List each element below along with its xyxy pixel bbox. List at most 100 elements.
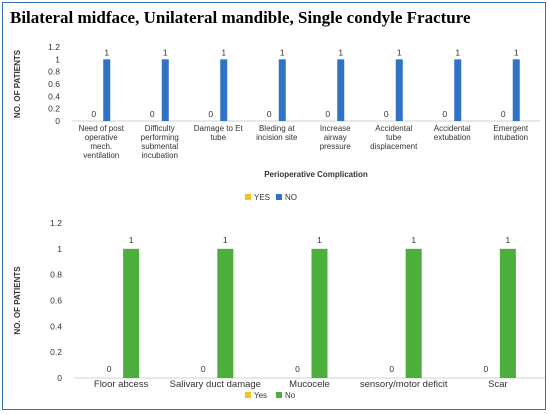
c1-bar-no xyxy=(405,248,422,378)
c1-legend-label-no: No xyxy=(285,391,296,400)
category-label-line: incision site xyxy=(256,133,298,142)
category-label-line: extubation xyxy=(434,133,471,142)
c0-category-label: Increase airway pressure xyxy=(320,124,352,151)
c1-data-label-no: 1 xyxy=(129,235,134,245)
c0-category-label: Bleding at incision site xyxy=(256,124,298,142)
c1-data-label-yes: 0 xyxy=(107,364,112,374)
c0-category-label: Damage to Et tube xyxy=(194,124,244,142)
category-label-line: Difficulty xyxy=(145,124,175,133)
c1-data-label-yes: 0 xyxy=(201,364,206,374)
category-label-line: Damage to Et xyxy=(194,124,244,133)
c1-data-label-no: 1 xyxy=(411,235,416,245)
c1-legend-label-yes: Yes xyxy=(254,391,267,400)
category-label-line: performing xyxy=(141,133,179,142)
category-label-line: Emergent xyxy=(493,124,528,133)
category-label-line: Scar xyxy=(488,379,508,390)
c1-legend-swatch-no xyxy=(276,392,282,398)
category-label-line: sensory/motor deficit xyxy=(360,379,448,390)
c0-ytick-label: 0 xyxy=(55,116,60,126)
category-label-line: displacement xyxy=(370,142,418,151)
c1-ytick-label: 0 xyxy=(57,373,62,383)
c0-bar-no xyxy=(337,59,345,121)
category-label-line: Salivary duct damage xyxy=(170,379,261,390)
c1-data-label-no: 1 xyxy=(317,235,322,245)
c0-data-label-no: 1 xyxy=(221,47,226,57)
c0-legend-label-no: NO xyxy=(285,193,297,202)
category-label-line: mech. xyxy=(90,142,112,151)
c1-category-label: Salivary duct damage xyxy=(170,379,261,390)
c0-bar-no xyxy=(103,59,111,121)
c1-bar-no xyxy=(499,248,516,378)
c1-category-label: Scar xyxy=(488,379,508,390)
c0-data-label-yes: 0 xyxy=(91,109,96,119)
c0-data-label-yes: 0 xyxy=(442,109,447,119)
c1-bar-no xyxy=(217,248,234,378)
c0-ytick-label: 1 xyxy=(55,54,60,64)
figure-title: Bilateral midface, Unilateral mandible, … xyxy=(10,8,471,27)
c0-data-label-yes: 0 xyxy=(208,109,213,119)
c0-category-label: Accidental tube displacement xyxy=(370,124,418,151)
c0-data-label-no: 1 xyxy=(397,47,402,57)
c0-bar-no xyxy=(161,59,169,121)
c0-category-label: Accidental extubation xyxy=(434,124,471,142)
c0-ytick-label: 0.2 xyxy=(48,104,60,114)
c0-data-label-yes: 0 xyxy=(384,109,389,119)
c0-ytick-label: 0.6 xyxy=(48,79,60,89)
c0-data-label-yes: 0 xyxy=(325,109,330,119)
c1-ytick-label: 0.6 xyxy=(50,296,62,306)
category-label-line: tube xyxy=(210,133,226,142)
c0-y-axis-label: NO. OF PATIENTS xyxy=(13,49,22,118)
category-label-line: submental xyxy=(141,142,178,151)
c0-ytick-label: 0.4 xyxy=(48,91,60,101)
c0-legend-swatch-yes xyxy=(245,194,251,200)
c0-category-label: Need of post operative mech. ventilation xyxy=(79,124,125,160)
c0-data-label-no: 1 xyxy=(163,47,168,57)
c0-ytick-label: 1.2 xyxy=(48,42,60,52)
c0-x-axis-label: Perioperative Complication xyxy=(264,170,368,179)
category-label-line: intubation xyxy=(493,133,528,142)
c0-data-label-no: 1 xyxy=(514,47,519,57)
c1-category-label: sensory/motor deficit xyxy=(360,379,448,390)
c0-legend-swatch-no xyxy=(276,194,282,200)
c1-bar-no xyxy=(123,248,140,378)
category-label-line: Increase xyxy=(320,124,351,133)
c1-category-label: Mucocele xyxy=(289,379,330,390)
category-label-line: ventilation xyxy=(83,151,119,160)
category-label-line: Need of post xyxy=(79,124,125,133)
c0-ytick-label: 0.8 xyxy=(48,67,60,77)
c1-data-label-no: 1 xyxy=(506,235,511,245)
c1-y-axis-label: NO. OF PATIENTS xyxy=(13,266,22,335)
c0-bar-no xyxy=(220,59,228,121)
c1-ytick-label: 1 xyxy=(57,244,62,254)
category-label-line: pressure xyxy=(320,142,352,151)
category-label-line: Bleding at xyxy=(259,124,295,133)
c1-ytick-label: 0.4 xyxy=(50,321,62,331)
c0-data-label-no: 1 xyxy=(280,47,285,57)
c0-bar-no xyxy=(454,59,462,121)
c1-data-label-yes: 0 xyxy=(389,364,394,374)
c0-data-label-no: 1 xyxy=(104,47,109,57)
c1-legend-swatch-yes xyxy=(245,392,251,398)
category-label-line: tube xyxy=(386,133,402,142)
c0-bar-no xyxy=(395,59,403,121)
c1-ytick-label: 1.2 xyxy=(50,218,62,228)
c0-data-label-yes: 0 xyxy=(150,109,155,119)
category-label-line: operative xyxy=(85,133,118,142)
c0-bar-no xyxy=(512,59,520,121)
c1-ytick-label: 0.2 xyxy=(50,347,62,357)
category-label-line: Mucocele xyxy=(289,379,330,390)
category-label-line: Floor abcess xyxy=(94,379,149,390)
c0-category-label: Difficulty performing submental incubation xyxy=(141,124,179,160)
category-label-line: airway xyxy=(324,133,347,142)
c1-category-label: Floor abcess xyxy=(94,379,149,390)
c1-bar-no xyxy=(311,248,328,378)
c1-data-label-yes: 0 xyxy=(295,364,300,374)
c1-data-label-no: 1 xyxy=(223,235,228,245)
category-label-line: Accidental xyxy=(375,124,412,133)
c1-data-label-yes: 0 xyxy=(484,364,489,374)
c0-data-label-no: 1 xyxy=(455,47,460,57)
c0-data-label-no: 1 xyxy=(338,47,343,57)
c0-data-label-yes: 0 xyxy=(267,109,272,119)
c0-category-label: Emergent intubation xyxy=(493,124,528,142)
